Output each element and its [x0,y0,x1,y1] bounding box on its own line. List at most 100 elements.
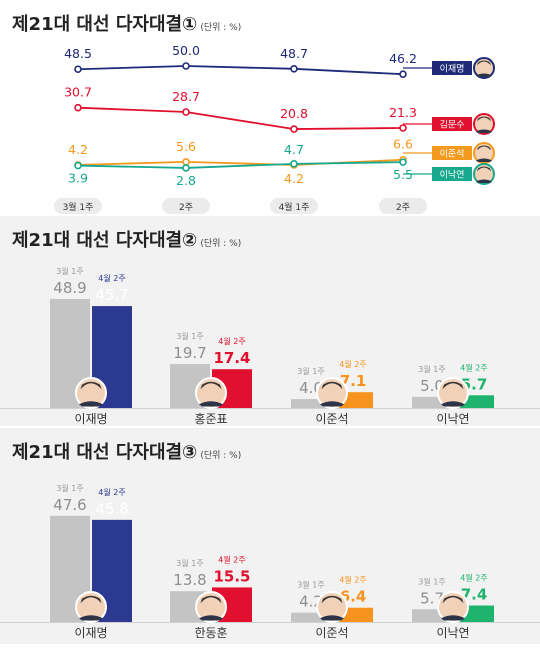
data-point [290,160,298,168]
data-label: 20.8 [280,106,308,121]
bar-chart: 3월 1주 4월 2주 47.6 45.8 이재명 3월 1주 4월 2주 13.8 15.5 한… [0,483,540,640]
bar-value-label: 45.8 [95,500,128,518]
series-line-이낙연 [77,161,404,169]
data-label: 4.2 [68,142,88,157]
avatar-hair [477,145,491,151]
bar-chart-panel-3: 제21대 대선 다자대결③ (단위 : %) 3월 1주 4월 2주 47.6 45.8… [0,428,540,644]
bar-value-label: 7.1 [340,372,367,390]
bar-series-label: 4월 2주 [218,336,245,346]
bar-3월1주 [291,399,331,408]
x-tick-pill [379,198,427,214]
x-tick-label: 2주 [396,202,410,213]
data-point [74,103,82,112]
series-line-김문수 [77,106,404,130]
data-label: 28.7 [172,89,200,104]
candidate-photo-icon [75,591,107,623]
series-line-이재명 [77,65,404,76]
bar-series-label: 3월 1주 [176,558,203,568]
avatar-suit [476,158,492,162]
bar-series-label: 3월 1주 [297,580,324,590]
legend-tag [432,117,472,131]
candidate-photo-icon [195,377,227,409]
data-point [182,164,190,172]
avatar-hair [80,595,102,604]
avatar-hair [477,166,491,172]
bar-value-label: 13.8 [173,571,206,589]
unit-label: (단위 : %) [200,451,242,461]
avatar-suit [79,401,103,407]
candidate-avatar-icon [473,57,495,79]
avatar-hair [442,595,464,604]
data-label: 4.2 [284,171,304,186]
category-label: 이재명 [74,412,107,426]
candidate-avatar-icon [473,163,495,185]
data-point [74,161,82,170]
avatar-suit [476,73,492,77]
legend-label: 김문수 [440,119,465,131]
category-label: 이낙연 [436,412,469,426]
bar-series-label: 3월 1주 [418,576,445,586]
bar-series-label: 3월 1주 [56,266,83,276]
category-label: 홍준표 [194,412,227,426]
legend-tag [432,61,472,75]
avatar-suit [441,401,465,407]
candidate-avatar-icon [473,142,495,164]
avatar-hair [442,381,464,390]
bar-3월1주 [291,612,331,622]
data-label: 21.3 [389,105,417,120]
legend-label: 이준석 [440,149,465,160]
x-tick-label: 2주 [179,202,193,213]
data-label: 5.6 [176,139,196,154]
data-label: 5.5 [393,167,413,182]
category-label: 이낙연 [436,626,469,640]
avatar-suit [79,615,103,621]
data-point [290,65,298,73]
data-point [399,124,407,132]
x-tick-label: 3월 1주 [63,201,94,213]
bar-value-label: 15.5 [213,567,250,585]
bar-chart: 3월 1주 4월 2주 48.9 45.7 이재명 3월 1주 4월 2주 19.7 17.4 홍… [0,266,540,426]
avatar-suit [476,129,492,133]
data-point [182,108,190,116]
category-label: 한동훈 [194,626,227,640]
data-label: 30.7 [64,85,92,100]
data-label: 6.6 [393,137,413,152]
bar-series-label: 4월 2주 [218,554,245,564]
bar-value-label: 7.4 [461,585,488,603]
bar-series-label: 4월 2주 [98,487,125,497]
bar-series-label: 3월 1주 [418,364,445,374]
category-label: 이준석 [315,626,348,640]
bar-value-label: 17.4 [213,349,250,367]
data-label: 4.7 [284,142,304,157]
legend-tag [432,167,472,181]
chart-title: 제21대 대선 다자대결① (단위 : %) [12,14,242,35]
data-label: 46.2 [389,51,417,66]
unit-label: (단위 : %) [200,239,242,249]
avatar-hair [80,381,102,390]
candidate-photo-icon [75,377,107,409]
baseline [0,622,540,623]
candidate-photo-icon [316,377,348,409]
avatar-hair [321,595,343,604]
x-tick-label: 4월 1주 [279,201,310,213]
bar-series-label: 4월 2주 [339,359,366,369]
avatar-hair [477,60,491,66]
bar-series-label: 4월 2주 [339,575,366,585]
candidate-photo-icon [437,591,469,623]
bar-series-label: 4월 2주 [460,362,487,372]
bar-series-label: 4월 2주 [460,572,487,582]
chart-title: 제21대 대선 다자대결② (단위 : %) [12,230,242,251]
bar-3월1주 [412,396,452,408]
avatar-hair [200,381,222,390]
bar-value-label: 47.6 [53,496,86,514]
candidate-photo-icon [195,591,227,623]
line-chart: 48.5 50.0 48.7 46.2 이재명 30.7 28.7 20.8 21.3 김문수 4.… [54,43,495,214]
data-label: 48.7 [280,46,308,61]
bar-chart-panel-2: 제21대 대선 다자대결② (단위 : %) 3월 1주 4월 2주 48.9 45.7… [0,216,540,426]
avatar-suit [476,179,492,183]
data-point [182,62,190,70]
candidate-photo-icon [437,377,469,409]
bar-value-label: 45.7 [95,286,128,304]
data-label: 50.0 [172,43,200,58]
